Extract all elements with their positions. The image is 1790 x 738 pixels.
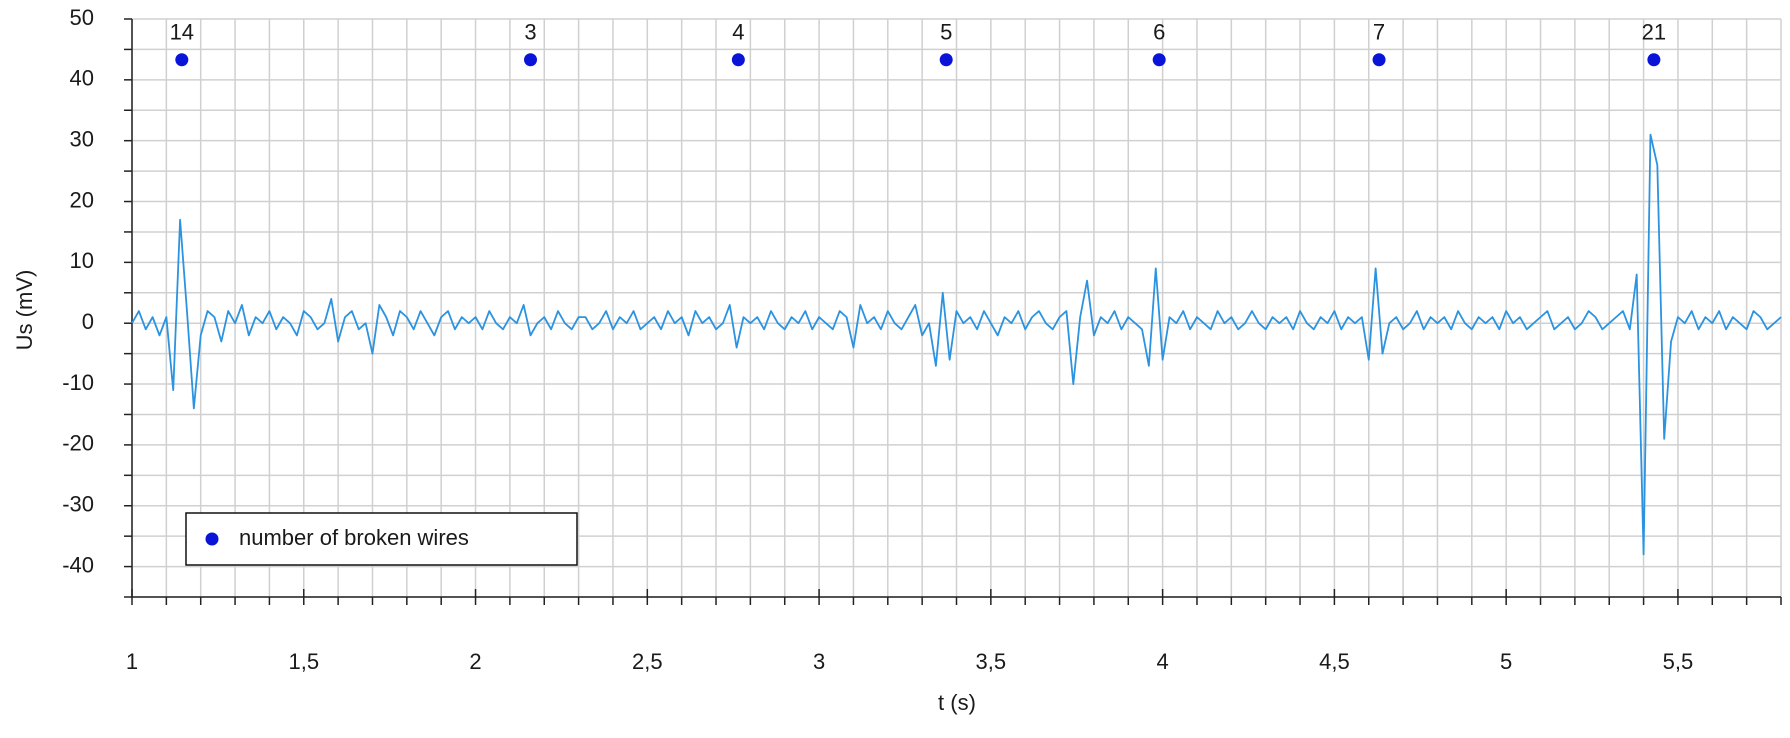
data-label: 21 (1642, 20, 1666, 45)
y-axis-label: Us (mV) (12, 270, 37, 351)
broken-wire-marker (175, 53, 189, 67)
y-tick-label: -30 (62, 492, 94, 517)
signal-line (131, 133, 1782, 556)
broken-wire-marker (524, 53, 538, 67)
y-tick-label: -40 (62, 552, 94, 577)
y-tick-label: 20 (70, 187, 94, 212)
data-label: 5 (940, 20, 952, 45)
y-tick-label: 40 (70, 66, 94, 91)
legend-marker (205, 532, 219, 546)
broken-wire-marker (939, 53, 953, 67)
broken-wire-marker (1647, 53, 1661, 67)
x-tick-label: 1 (126, 649, 138, 674)
broken-wire-marker (731, 53, 745, 67)
x-tick-label: 2,5 (632, 649, 663, 674)
data-label: 3 (524, 20, 536, 45)
y-tick-label: 30 (70, 126, 94, 151)
y-tick-label: 0 (82, 309, 94, 334)
y-tick-label: 50 (70, 5, 94, 30)
data-label: 6 (1153, 20, 1165, 45)
x-tick-label: 3 (813, 649, 825, 674)
x-tick-label: 3,5 (976, 649, 1007, 674)
legend-label: number of broken wires (239, 525, 469, 550)
broken-wire-marker (1152, 53, 1166, 67)
x-tick-label: 5,5 (1663, 649, 1694, 674)
broken-wire-marker (1372, 53, 1386, 67)
x-tick-label: 5 (1500, 649, 1512, 674)
x-tick-label: 2 (469, 649, 481, 674)
data-label: 7 (1373, 20, 1385, 45)
x-tick-label: 1,5 (288, 649, 319, 674)
data-label: 4 (732, 20, 744, 45)
x-axis-label: t (s) (938, 690, 976, 715)
data-label: 14 (170, 20, 194, 45)
y-tick-label: 10 (70, 248, 94, 273)
legend-box (185, 512, 578, 566)
y-tick-label: -20 (62, 431, 94, 456)
x-tick-label: 4 (1157, 649, 1169, 674)
x-tick-label: 4,5 (1319, 649, 1350, 674)
y-tick-label: -10 (62, 370, 94, 395)
